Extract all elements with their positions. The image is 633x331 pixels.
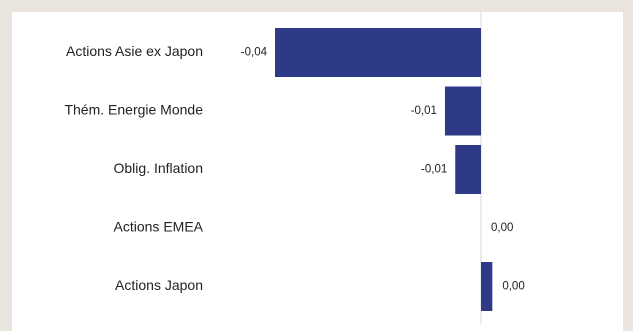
bar-1 bbox=[444, 86, 481, 136]
value-label: 0,00 bbox=[491, 222, 513, 234]
value-label: -0,01 bbox=[421, 164, 447, 176]
bar-2 bbox=[455, 145, 481, 194]
bar-chart: Actions Asie ex Japon -0,04 Thém. Energie … bbox=[64, 12, 525, 324]
bar-4 bbox=[481, 262, 493, 311]
category-label: Actions EMEA bbox=[114, 219, 204, 235]
category-label: Actions Japon bbox=[115, 277, 203, 293]
bar-0 bbox=[275, 28, 481, 77]
value-label: 0,00 bbox=[502, 281, 524, 293]
value-label: -0,01 bbox=[411, 105, 437, 117]
category-label: Thém. Energie Monde bbox=[64, 102, 203, 118]
category-label: Actions Asie ex Japon bbox=[66, 43, 203, 59]
value-label: -0,04 bbox=[241, 47, 268, 59]
category-label: Oblig. Inflation bbox=[114, 160, 204, 176]
chart-panel: Actions Asie ex Japon -0,04 Thém. Energie … bbox=[12, 12, 623, 331]
